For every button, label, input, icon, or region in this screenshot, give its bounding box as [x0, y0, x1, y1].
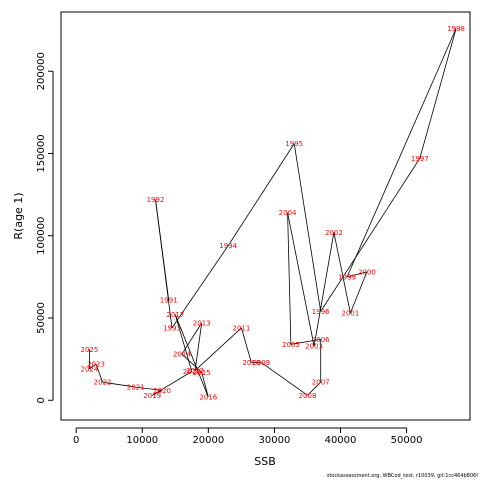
trajectory-segment: [102, 381, 136, 388]
trajectory-segment: [89, 363, 97, 370]
x-tick-label: 10000: [126, 435, 158, 446]
year-label: 2004: [279, 209, 297, 217]
trajectory-segment: [333, 232, 351, 314]
year-label: 1998: [447, 25, 465, 33]
year-label: 1996: [312, 308, 330, 316]
y-axis-title: R(age 1): [12, 192, 25, 239]
year-label: 2007: [312, 379, 330, 387]
x-tick-label: 50000: [391, 435, 423, 446]
x-axis: 0 10000 20000 30000 40000 50000: [73, 427, 423, 446]
year-label: 2008: [299, 392, 317, 400]
trajectory-segment: [313, 232, 335, 347]
year-label: 2013: [193, 319, 211, 327]
trajectory-segment: [350, 271, 368, 314]
trajectory-segment: [194, 327, 242, 371]
trajectory-segment: [171, 245, 229, 329]
y-tick-label: 150000: [36, 134, 47, 172]
trajectory-segment: [290, 339, 321, 345]
trajectory-segment: [320, 158, 421, 312]
trajectory-segment: [152, 390, 163, 396]
year-label: 1995: [285, 140, 303, 148]
year-label: 2011: [232, 324, 250, 332]
y-tick-label: 50000: [36, 302, 47, 334]
caption: stockassessment.org, WBCod_test, r10039,…: [327, 473, 478, 479]
year-label: 2022: [94, 379, 112, 387]
trajectory-segment: [201, 372, 209, 398]
year-label: 2009: [252, 359, 270, 367]
year-label: 2024: [80, 366, 98, 374]
year-label: 1994: [219, 242, 237, 250]
year-label: 2019: [143, 392, 161, 400]
trajectory-segment: [227, 143, 295, 246]
trajectory-segment: [346, 28, 457, 278]
year-label: 2010: [242, 359, 260, 367]
trajectory-lines: [89, 28, 457, 398]
year-label: 2020: [153, 387, 171, 395]
plot-frame: [60, 11, 471, 421]
trajectory-segment: [194, 322, 203, 371]
year-labels: 1991 1992 1993 1994 1995 1996 1997 1998 19992000…: [80, 25, 465, 402]
year-label: 2002: [325, 229, 343, 237]
trajectory-segment: [347, 271, 367, 278]
year-label: 2023: [87, 361, 105, 369]
year-label: 2000: [358, 268, 376, 276]
trajectory-segment: [135, 386, 163, 391]
trajectory-segment: [307, 381, 321, 396]
year-label: 2005: [282, 341, 300, 349]
trajectory-segment: [419, 28, 457, 159]
y-axis: 0 50000 100000 150000 200000: [36, 52, 54, 403]
year-label: 1993: [163, 324, 181, 332]
y-tick-label: 200000: [36, 52, 47, 90]
trajectory-segment: [293, 143, 322, 312]
x-tick-label: 40000: [325, 435, 357, 446]
year-label: 2021: [127, 384, 145, 392]
trajectory-segment: [174, 314, 193, 372]
y-tick-label: 0: [36, 397, 47, 403]
x-axis-title: SSB: [254, 455, 276, 468]
year-label: 2012: [186, 367, 204, 375]
trajectory-segment: [181, 353, 202, 373]
x-tick-label: 30000: [259, 435, 291, 446]
trajectory-segment: [287, 212, 292, 345]
trajectory-segment: [174, 314, 209, 398]
y-tick-label: 100000: [36, 217, 47, 255]
year-label: 2015: [193, 369, 211, 377]
year-label: 1999: [338, 273, 356, 281]
year-label: 1997: [411, 155, 429, 163]
x-tick-label: 20000: [192, 435, 224, 446]
trajectory-segment: [260, 362, 308, 396]
trajectory-segment: [151, 371, 193, 396]
trajectory-segment: [155, 199, 173, 328]
year-label: 2006: [312, 336, 330, 344]
year-label: 2003: [305, 343, 323, 351]
year-label: 2025: [80, 346, 98, 354]
year-label: 2001: [341, 310, 359, 318]
year-label: 2014: [173, 351, 191, 359]
year-label: 2018: [183, 368, 201, 376]
year-label: 2017: [166, 311, 184, 319]
trajectory-segment: [241, 327, 252, 363]
year-label: 1991: [160, 296, 178, 304]
trajectory-segment: [287, 212, 315, 347]
trajectory-segment: [95, 363, 103, 383]
x-tick-label: 0: [73, 435, 79, 446]
year-label: 2016: [199, 394, 217, 402]
year-label: 1992: [147, 196, 165, 204]
